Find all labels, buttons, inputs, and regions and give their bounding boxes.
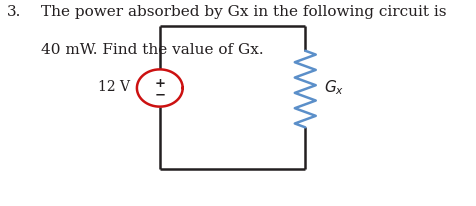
Text: 3.: 3. — [7, 5, 21, 19]
Text: 12 V: 12 V — [98, 80, 129, 94]
Text: 40 mW. Find the value of Gx.: 40 mW. Find the value of Gx. — [40, 43, 263, 57]
Text: The power absorbed by Gx in the following circuit is: The power absorbed by Gx in the followin… — [40, 5, 445, 19]
Text: $G_x$: $G_x$ — [324, 78, 344, 97]
Text: −: − — [154, 88, 165, 101]
Text: +: + — [154, 77, 165, 90]
